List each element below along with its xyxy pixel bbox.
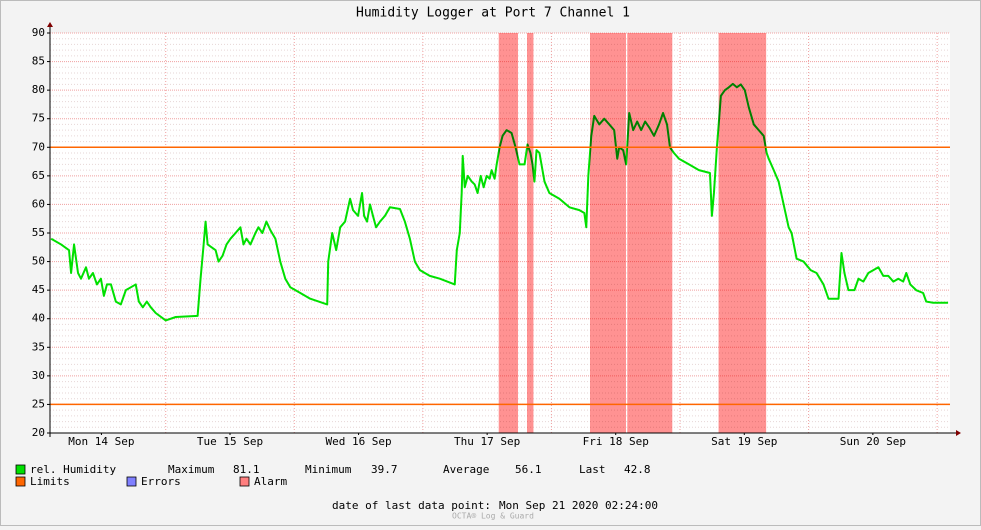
x-tick-label: Fri 18 Sep <box>583 435 649 448</box>
y-axis-arrow <box>47 22 53 27</box>
stat-value: 56.1 <box>515 463 542 476</box>
axes <box>47 22 961 437</box>
y-tick-label: 90 <box>32 26 45 39</box>
watermark: OCTA® Log & Guard <box>452 512 534 521</box>
legend-swatch <box>239 476 250 487</box>
y-tick-label: 30 <box>32 369 45 382</box>
y-tick-label: 40 <box>32 312 45 325</box>
stat-label: Average <box>443 463 489 476</box>
footer-label: date of last data point: <box>332 499 491 512</box>
legend-swatch <box>15 476 26 487</box>
stat-label: Minimum <box>305 463 352 476</box>
legend-label: rel. Humidity <box>30 463 116 476</box>
alarm-range <box>527 33 534 433</box>
y-tick-label: 20 <box>32 426 45 439</box>
stat-value: 39.7 <box>371 463 398 476</box>
y-tick-label: 45 <box>32 283 45 296</box>
x-tick-label: Thu 17 Sep <box>454 435 520 448</box>
overlay <box>50 33 950 433</box>
stat-label: Last <box>579 463 606 476</box>
y-tick-label: 75 <box>32 112 45 125</box>
y-tick-label: 80 <box>32 83 45 96</box>
alarm-range <box>718 33 767 433</box>
y-tick-label: 65 <box>32 169 45 182</box>
y-tick-label: 85 <box>32 55 45 68</box>
legend-swatch <box>15 464 26 475</box>
y-tick-label: 60 <box>32 197 45 210</box>
x-axis-arrow <box>956 430 961 436</box>
y-tick-label: 70 <box>32 140 45 153</box>
footer-value: Mon Sep 21 2020 02:24:00 <box>499 499 658 512</box>
alarm-range <box>498 33 518 433</box>
x-tick-label: Sun 20 Sep <box>840 435 906 448</box>
x-tick-label: Sat 19 Sep <box>711 435 777 448</box>
x-tick-label: Mon 14 Sep <box>68 435 134 448</box>
stat-value: 81.1 <box>233 463 260 476</box>
y-tick-label: 50 <box>32 255 45 268</box>
stat-label: Maximum <box>168 463 215 476</box>
alarm-range <box>590 33 626 433</box>
legend-label: Alarm <box>254 475 287 488</box>
x-tick-label: Tue 15 Sep <box>197 435 263 448</box>
chart-title: Humidity Logger at Port 7 Channel 1 <box>356 6 630 21</box>
y-tick-label: 25 <box>32 397 45 410</box>
legend-label: Errors <box>141 475 181 488</box>
x-tick-label: Wed 16 Sep <box>325 435 391 448</box>
labels: 20 25 30 35 40 45 50 55 60 65 70 75 80 85 90 Mon 14 Sep… <box>32 26 906 448</box>
legend-swatch <box>126 476 137 487</box>
y-tick-label: 35 <box>32 340 45 353</box>
y-tick-label: 55 <box>32 226 45 239</box>
alarm-range <box>627 33 673 433</box>
legend-label: Limits <box>30 475 70 488</box>
stat-value: 42.8 <box>624 463 651 476</box>
legend: rel. Humidity Maximum 81.1 Minimum 39.7 Avera… <box>15 463 651 488</box>
